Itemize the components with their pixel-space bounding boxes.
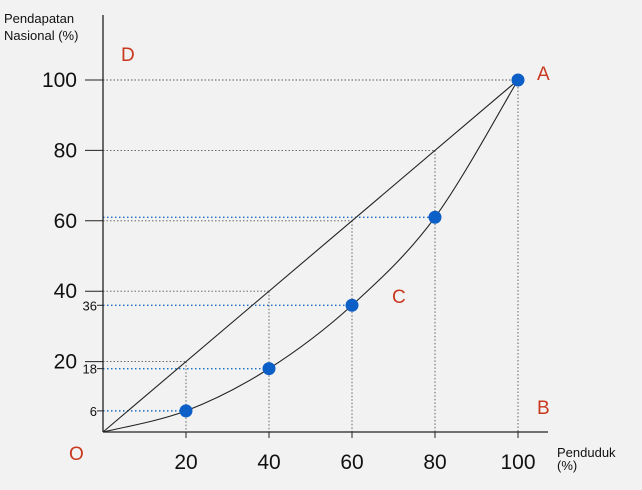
y-tick-label: 20 <box>54 351 77 374</box>
data-points <box>179 73 525 418</box>
data-point <box>428 210 442 224</box>
y-tick-label: 80 <box>54 139 77 162</box>
data-point <box>262 362 276 376</box>
x-tick-label: 80 <box>423 451 446 474</box>
x-axis-title-line-2: (%) <box>557 458 577 473</box>
y-tick-label-minor: 6 <box>90 404 97 419</box>
y-axis-title-line-2: Nasional (%) <box>4 28 78 43</box>
equality-line <box>102 79 519 433</box>
axis-ticks <box>85 79 519 438</box>
y-tick-label: 100 <box>42 69 77 92</box>
corner-label-a: A <box>537 64 550 85</box>
y-tick-label-minor: 18 <box>83 362 97 377</box>
origin-label: O <box>69 444 84 465</box>
x-tick-label: 40 <box>257 451 280 474</box>
y-tick-label: 40 <box>54 280 77 303</box>
data-point <box>345 298 359 312</box>
x-tick-label: 20 <box>174 451 197 474</box>
guide-lines-blue <box>103 216 435 412</box>
tick-labels: 20 40 60 80 100 6 18 36 20 40 60 80 100 <box>42 69 536 474</box>
x-axis-title-line-1: Penduduk <box>557 445 616 460</box>
x-tick-label: 60 <box>340 451 363 474</box>
data-point <box>511 73 525 87</box>
corner-label-d: D <box>121 45 135 66</box>
corner-label-b: B <box>537 398 550 419</box>
y-tick-label-minor: 36 <box>83 298 97 313</box>
curve-label-c: C <box>392 287 406 308</box>
guide-lines-black <box>103 79 519 432</box>
y-tick-label: 60 <box>54 210 77 233</box>
x-tick-label: 100 <box>500 451 535 474</box>
y-axis-title-line-1: Pendapatan <box>4 11 74 26</box>
data-point <box>179 404 193 418</box>
